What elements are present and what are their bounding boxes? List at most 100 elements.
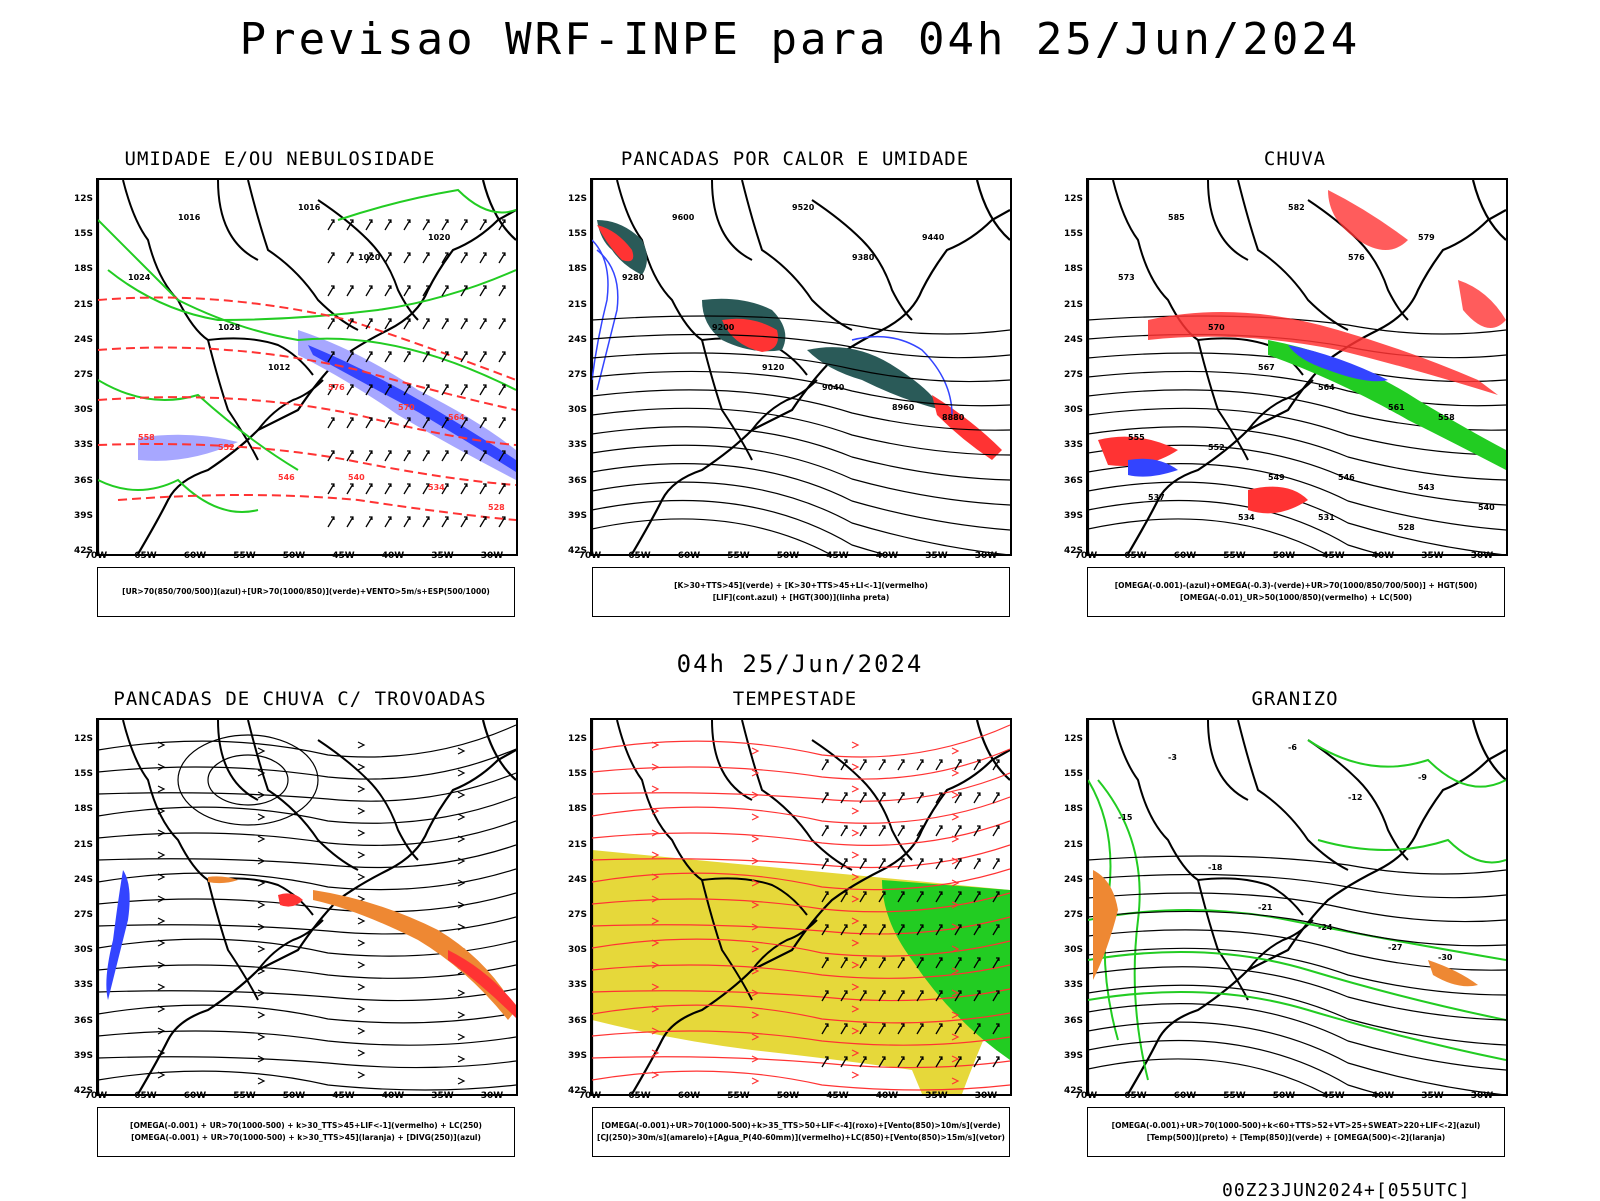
wind-vectors bbox=[821, 759, 1000, 1068]
contour-label: 564 bbox=[1318, 383, 1335, 392]
lon-tick-label: 45W bbox=[1322, 1091, 1345, 1101]
lat-tick-label: 36S bbox=[567, 475, 587, 486]
lon-tick-label: 45W bbox=[826, 1091, 849, 1101]
contour-label: 1024 bbox=[128, 273, 151, 282]
panel-title-chuva: CHUVA bbox=[1263, 148, 1327, 170]
lat-tick-label: 27S bbox=[1063, 910, 1083, 920]
main-title: Previsao WRF-INPE para 04h 25/Jun/2024 bbox=[239, 14, 1361, 65]
legend-line: [K>30+TTS>45](verde) + [K>30+TTS>45+LI<-… bbox=[674, 581, 928, 590]
lat-tick-label: 18S bbox=[567, 804, 587, 815]
panel-title-trovoadas: PANCADAS DE CHUVA C/ TROVOADAS bbox=[113, 688, 487, 710]
lon-tick-label: 55W bbox=[1223, 1091, 1246, 1101]
lon-tick-label: 50W bbox=[282, 1091, 306, 1101]
lat-tick-label: 27S bbox=[1063, 370, 1083, 380]
lat-tick-label: 21S bbox=[1063, 299, 1083, 310]
mid-time-label: 04h 25/Jun/2024 bbox=[676, 650, 924, 678]
contour-label: 9380 bbox=[852, 253, 875, 262]
contour-label: 1016 bbox=[298, 203, 321, 212]
lat-tick-label: 30S bbox=[73, 945, 93, 956]
lon-tick-label: 70W bbox=[84, 1091, 108, 1101]
contour-label: 9120 bbox=[762, 363, 785, 372]
lon-tick-label: 30W bbox=[1470, 551, 1494, 561]
contour-labels: 1016 1016 1020 1020 1024 1028 1012 576 570 564 558… bbox=[128, 203, 505, 512]
lon-tick-label: 60W bbox=[183, 551, 207, 561]
legend-line: [CJ(250)>30m/s](amarelo)+[Agua_P(40-60mm… bbox=[597, 1133, 1005, 1142]
contour-label: 528 bbox=[1398, 523, 1415, 532]
lon-tick-label: 40W bbox=[1371, 551, 1395, 561]
legend-tempestade: [OMEGA(-0.001)+UR>70(1000-500)+k>35_TTS>… bbox=[592, 1107, 1010, 1157]
rain-shading bbox=[1098, 190, 1506, 514]
map-umidade: 1016 1016 1020 1020 1024 1028 1012 576 570 564 558… bbox=[96, 178, 518, 556]
lon-tick-label: 55W bbox=[1223, 551, 1246, 561]
legend-line: [UR>70(850/700/500)](azul)+[UR>70(1000/8… bbox=[122, 587, 490, 596]
lon-tick-label: 40W bbox=[381, 551, 405, 561]
map-pancadas-calor: 9600 9520 9440 9380 9280 9200 9120 9040 8960 8880 bbox=[590, 178, 1012, 556]
contour-label: 537 bbox=[1148, 493, 1165, 502]
instability-shading bbox=[597, 220, 1002, 460]
lon-tick-label: 60W bbox=[1173, 551, 1197, 561]
contour-label: 555 bbox=[1128, 433, 1145, 442]
lat-tick-label: 42S bbox=[1063, 546, 1083, 556]
lon-tick-label: 50W bbox=[776, 1091, 800, 1101]
clear-area bbox=[592, 1020, 922, 1094]
lon-tick-label: 35W bbox=[431, 551, 454, 561]
contour-label: -3 bbox=[1168, 753, 1177, 762]
lon-tick-label: 65W bbox=[134, 1091, 157, 1101]
contour-label: 9280 bbox=[622, 273, 645, 282]
contour-label: 546 bbox=[278, 473, 295, 482]
contour-label: 1020 bbox=[428, 233, 451, 242]
lon-tick-label: 60W bbox=[1173, 1091, 1197, 1101]
legend-line: [Temp(500)](preto) + [Temp(850)](verde) … bbox=[1146, 1133, 1446, 1142]
contour-label: 546 bbox=[1338, 473, 1355, 482]
lon-tick-label: 70W bbox=[84, 551, 108, 561]
legend-umidade: [UR>70(850/700/500)](azul)+[UR>70(1000/8… bbox=[97, 567, 515, 617]
map-granizo-graphics: -3 -6 -9 -12 -15 -18 -21 -24 -27 -30 bbox=[1088, 720, 1506, 1094]
contour-label: 573 bbox=[1118, 273, 1135, 282]
map-tempestade-graphics bbox=[592, 720, 1010, 1094]
lon-tick-label: 50W bbox=[776, 551, 800, 561]
lon-tick-label: 70W bbox=[578, 551, 602, 561]
run-timestamp: 00Z23JUN2024+[055UTC] bbox=[1222, 1180, 1471, 1201]
contour-label: 534 bbox=[1238, 513, 1255, 522]
contour-label: 576 bbox=[328, 383, 345, 392]
contour-label: 558 bbox=[138, 433, 155, 442]
lon-tick-label: 55W bbox=[727, 1091, 750, 1101]
lat-tick-label: 36S bbox=[567, 1015, 587, 1026]
contour-label: 576 bbox=[1348, 253, 1365, 262]
lat-tick-label: 30S bbox=[1063, 945, 1083, 956]
contour-label: 549 bbox=[1268, 473, 1285, 482]
lat-tick-label: 21S bbox=[567, 839, 587, 850]
lon-tick-label: 45W bbox=[332, 551, 355, 561]
lat-tick-label: 24S bbox=[73, 874, 93, 885]
legend-line: [LIF](cont.azul) + [HGT(300)](linha pret… bbox=[712, 593, 890, 602]
contour-label: 567 bbox=[1258, 363, 1275, 372]
contour-label: -12 bbox=[1348, 793, 1362, 802]
storm-shading bbox=[106, 870, 516, 1020]
lat-tick-label: 21S bbox=[567, 299, 587, 310]
lat-tick-label: 33S bbox=[73, 440, 93, 451]
lon-tick-label: 65W bbox=[1124, 551, 1147, 561]
lat-tick-label: 33S bbox=[567, 980, 587, 991]
contour-label: 540 bbox=[1478, 503, 1495, 512]
contour-label: -24 bbox=[1318, 923, 1333, 932]
lat-tick-label: 30S bbox=[1063, 405, 1083, 416]
lat-tick-label: 39S bbox=[73, 510, 93, 521]
contour-label: 570 bbox=[1208, 323, 1225, 332]
lon-tick-label: 35W bbox=[925, 1091, 948, 1101]
map-granizo: -3 -6 -9 -12 -15 -18 -21 -24 -27 -30 bbox=[1086, 718, 1508, 1096]
hgt300-contours bbox=[592, 315, 1010, 554]
lon-tick-label: 70W bbox=[1074, 551, 1098, 561]
lat-tick-label: 42S bbox=[73, 1086, 93, 1096]
lon-tick-label: 65W bbox=[628, 551, 651, 561]
legend-line: [OMEGA(-0.01)_UR>50(1000/850)(vermelho) … bbox=[1179, 593, 1413, 602]
contour-label: 543 bbox=[1418, 483, 1435, 492]
lat-tick-label: 42S bbox=[567, 1086, 587, 1096]
land-borders bbox=[1088, 720, 1506, 1094]
map-trovoadas bbox=[96, 718, 518, 1096]
lon-tick-label: 65W bbox=[628, 1091, 651, 1101]
contour-labels: 9600 9520 9440 9380 9280 9200 9120 9040 8960 8880 bbox=[622, 203, 965, 422]
contour-label: 1016 bbox=[178, 213, 201, 222]
map-chuva-graphics: 585 582 579 576 573 570 567 564 561 558 555 552 549 5… bbox=[1088, 180, 1506, 554]
lat-tick-label: 15S bbox=[567, 229, 587, 240]
contour-label: -6 bbox=[1288, 743, 1297, 752]
